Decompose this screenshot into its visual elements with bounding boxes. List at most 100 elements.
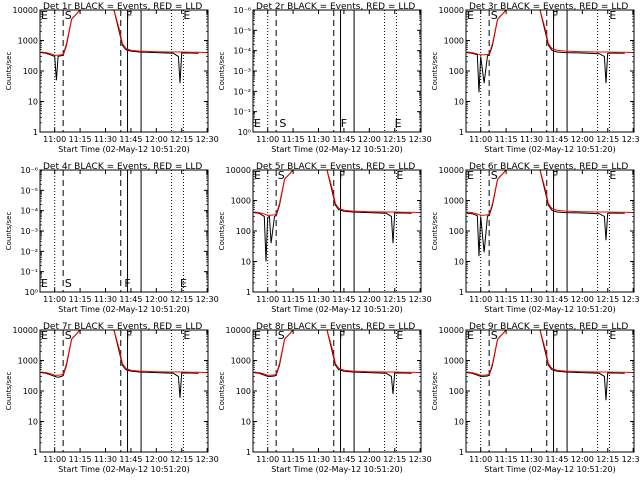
chart-panel: Det 9r BLACK = Events, RED = LLD Counts/s… — [431, 322, 640, 474]
y-axis-label: Counts/sec — [431, 372, 439, 411]
phase-marker-label: E — [254, 169, 261, 182]
phase-marker-label: E — [41, 9, 48, 22]
y-tick-label: 100 — [449, 67, 464, 76]
y-tick-label: 1000 — [444, 37, 464, 46]
y-tick-label: 10 — [454, 98, 464, 107]
y-tick-label: 1 — [246, 448, 251, 457]
y-tick-label: 10000 — [439, 6, 464, 15]
phase-marker-label: E — [41, 277, 48, 290]
x-axis-label: Start Time (02-May-12 10:51:20) — [58, 305, 189, 314]
x-tick-label: 11:45 — [545, 455, 568, 464]
phase-marker-label: E — [183, 329, 190, 342]
y-tick-label: 100 — [449, 387, 464, 396]
phase-marker-label: F — [339, 169, 345, 182]
y-axis-label: Counts/sec — [5, 372, 13, 411]
phase-marker-label: E — [254, 329, 261, 342]
chart-title: Det 8r BLACK = Events, RED = LLD — [256, 322, 415, 332]
chart-title: Det 2r BLACK = Events, RED = LLD — [256, 2, 415, 12]
y-tick-label: 1000 — [444, 357, 464, 366]
x-tick-label: 12:30 — [409, 455, 432, 464]
plot-frame — [465, 9, 635, 133]
y-tick-label: 10 — [241, 418, 251, 427]
y-tick-label: 10⁻³ — [233, 67, 251, 76]
chart-panel: Det 5r BLACK = Events, RED = LLD Counts/s… — [218, 162, 432, 314]
phase-marker-label: S — [279, 117, 286, 130]
x-tick-label: 12:30 — [409, 295, 432, 304]
plot-frame — [39, 9, 209, 133]
plot-frame — [252, 329, 422, 453]
x-tick-label: 12:15 — [596, 455, 619, 464]
x-tick-label: 11:30 — [94, 135, 117, 144]
phase-marker-label: S — [491, 9, 498, 22]
y-tick-label: 10000 — [13, 326, 38, 335]
plot-frame — [252, 9, 422, 133]
x-tick-label: 12:30 — [196, 455, 219, 464]
chart-panel: Det 1r BLACK = Events, RED = LLD Counts/s… — [5, 2, 219, 154]
x-tick-label: 12:15 — [383, 135, 406, 144]
phase-marker-label: E — [183, 9, 190, 22]
x-tick-label: 12:00 — [571, 295, 594, 304]
x-axis-label: Start Time (02-May-12 10:51:20) — [484, 465, 615, 474]
events-series-line — [254, 329, 412, 395]
y-tick-label: 1 — [33, 128, 38, 137]
y-tick-label: 100 — [23, 387, 38, 396]
y-tick-label: 10⁻⁴ — [233, 47, 251, 56]
y-tick-label: 100 — [449, 227, 464, 236]
x-tick-label: 11:30 — [94, 295, 117, 304]
x-tick-label: 11:00 — [256, 135, 279, 144]
events-series-line — [467, 329, 625, 401]
x-tick-label: 11:00 — [256, 295, 279, 304]
x-tick-label: 11:45 — [545, 295, 568, 304]
x-axis-label: Start Time (02-May-12 10:51:20) — [271, 465, 402, 474]
chart-title: Det 1r BLACK = Events, RED = LLD — [43, 2, 202, 12]
phase-marker-label: S — [491, 329, 498, 342]
phase-marker-label: S — [65, 9, 72, 22]
y-tick-label: 1 — [246, 288, 251, 297]
x-tick-label: 11:15 — [69, 295, 92, 304]
x-tick-label: 12:15 — [170, 135, 193, 144]
y-tick-label: 1 — [459, 448, 464, 457]
y-tick-label: 1 — [459, 128, 464, 137]
y-axis-label: Counts/sec — [431, 52, 439, 91]
phase-marker-label: F — [124, 277, 130, 290]
phase-marker-label: E — [467, 329, 474, 342]
x-tick-label: 12:00 — [145, 295, 168, 304]
chart-panel: Det 2r BLACK = Events, RED = LLD Counts/s… — [218, 2, 432, 154]
y-tick-label: 10 — [241, 258, 251, 267]
y-tick-label: 1000 — [18, 357, 38, 366]
x-tick-label: 11:00 — [43, 295, 66, 304]
phase-marker-label: S — [278, 329, 285, 342]
phase-marker-label: S — [491, 169, 498, 182]
x-tick-label: 11:15 — [495, 295, 518, 304]
plot-frame — [252, 169, 422, 293]
phase-marker-label: E — [609, 329, 616, 342]
x-tick-label: 11:00 — [469, 135, 492, 144]
events-series-line — [467, 169, 625, 257]
y-tick-label: 10 — [454, 418, 464, 427]
x-tick-label: 12:15 — [383, 455, 406, 464]
chart-panel: Det 4r BLACK = Events, RED = LLD Counts/s… — [5, 162, 219, 314]
phase-marker-label: F — [126, 9, 132, 22]
x-tick-label: 12:00 — [358, 295, 381, 304]
y-tick-label: 10⁻² — [20, 247, 38, 256]
x-axis-label: Start Time (02-May-12 10:51:20) — [271, 145, 402, 154]
x-tick-label: 12:00 — [145, 455, 168, 464]
chart-title: Det 4r BLACK = Events, RED = LLD — [43, 162, 202, 172]
events-series-line — [254, 169, 412, 262]
phase-marker-label: F — [552, 169, 558, 182]
events-series-line — [467, 9, 625, 93]
x-tick-label: 11:15 — [495, 135, 518, 144]
x-tick-label: 11:15 — [69, 455, 92, 464]
plot-frame — [465, 329, 635, 453]
x-axis-label: Start Time (02-May-12 10:51:20) — [484, 305, 615, 314]
lld-series-line — [467, 329, 634, 376]
x-tick-label: 11:30 — [520, 135, 543, 144]
x-tick-label: 11:15 — [282, 295, 305, 304]
y-tick-label: 10⁻¹ — [20, 268, 38, 277]
chart-title: Det 5r BLACK = Events, RED = LLD — [256, 162, 415, 172]
y-tick-label: 10000 — [439, 166, 464, 175]
y-tick-label: 1000 — [444, 197, 464, 206]
lld-series-line — [467, 169, 634, 216]
phase-marker-label: E — [609, 169, 616, 182]
lld-series-line — [254, 169, 421, 216]
